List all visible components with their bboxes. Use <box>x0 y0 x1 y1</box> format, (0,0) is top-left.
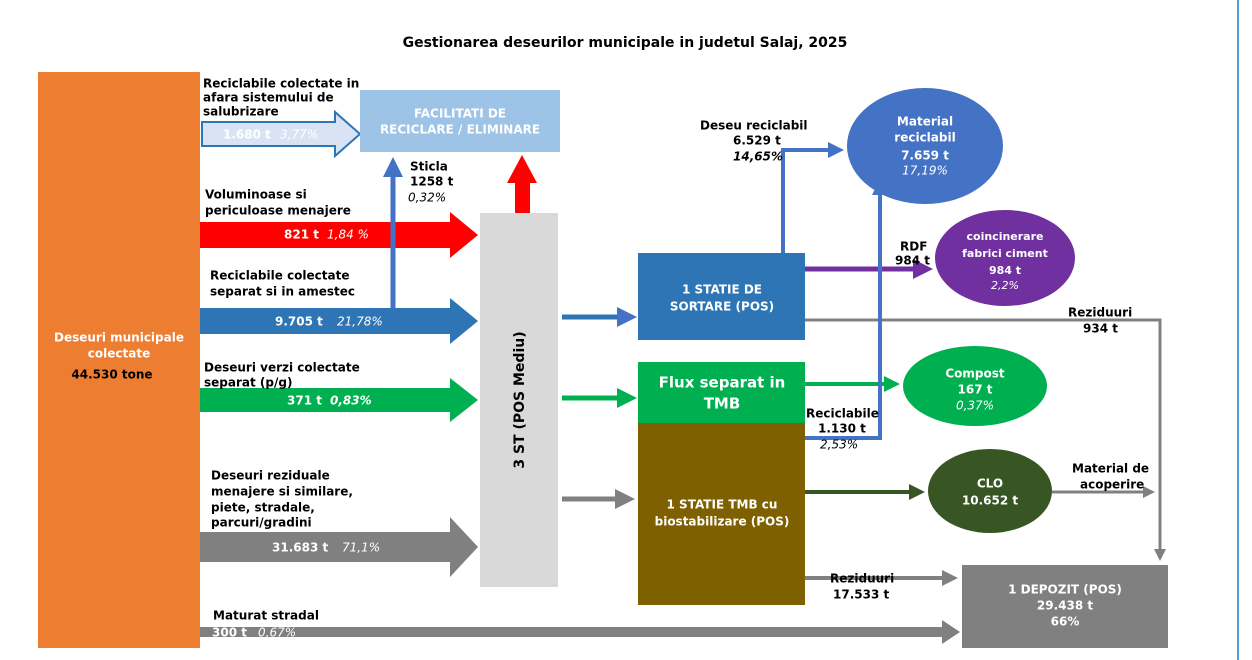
input-arrow <box>200 517 478 577</box>
input-label: afara sistemului de <box>203 91 334 105</box>
input-percent: 71,1% <box>342 541 380 555</box>
flow-label: 934 t <box>1083 322 1118 336</box>
node-label: 0,37% <box>956 399 994 413</box>
node-label: coincinerare <box>967 230 1044 243</box>
input-percent: 3,77% <box>280 128 318 142</box>
input-arrow <box>200 620 960 644</box>
input-label: salubrizare <box>203 105 279 119</box>
flow-label: 17.533 t <box>833 588 889 602</box>
input-label: Maturat stradal <box>213 609 319 623</box>
input-label: parcuri/gradini <box>211 516 312 530</box>
input-label: Reciclabile colectate <box>210 269 350 283</box>
node-label: 984 t <box>989 264 1021 277</box>
landfill-box <box>962 565 1168 648</box>
node-label: 17,19% <box>902 164 948 178</box>
facilities-box <box>360 90 560 152</box>
node-label: 167 t <box>958 383 993 397</box>
node-label: reciclabil <box>894 131 955 145</box>
input-percent: 0,83% <box>330 394 372 408</box>
hazard-arrow <box>507 155 537 213</box>
node-label: TMB <box>704 395 741 413</box>
separate-flow-box <box>638 362 805 423</box>
input-label: piete, stradale, <box>211 501 315 515</box>
node-label: RECICLARE / ELIMINARE <box>380 123 540 137</box>
coincineration-node <box>935 210 1075 306</box>
node-label: Compost <box>945 367 1005 381</box>
input-arrow <box>201 109 362 159</box>
compost-node <box>903 346 1047 426</box>
input-label: menajere si similare, <box>211 485 353 499</box>
node-label: 1 STATIE DE <box>682 283 762 297</box>
flow-label: RDF <box>900 240 927 254</box>
node-label: SORTARE (POS) <box>670 300 774 314</box>
input-arrow <box>200 298 478 344</box>
node-label: 29.438 t <box>1037 599 1093 613</box>
node-label: FACILITATI DE <box>414 107 506 121</box>
input-arrow <box>200 212 478 258</box>
flow-label: Deseu reciclabil <box>700 119 808 133</box>
node-label: 7.659 t <box>901 149 949 163</box>
recyclable-flow <box>805 179 888 440</box>
input-label: Voluminoase si <box>205 188 307 202</box>
node-label: fabrici ciment <box>962 247 1048 260</box>
node-label: biostabilizare (POS) <box>655 515 790 529</box>
input-percent: 1,84 % <box>327 228 369 242</box>
source-label: Deseuri municipale <box>54 331 184 345</box>
residue-flow <box>805 318 1166 561</box>
input-label: separat (p/g) <box>204 376 292 390</box>
flow-label: 1.130 t <box>818 422 866 436</box>
input-amount: 300 t <box>212 626 247 640</box>
sorting-box <box>638 253 805 340</box>
flow-label: Sticla <box>410 160 448 174</box>
input-label: Deseuri reziduale <box>211 469 330 483</box>
input-amount: 371 t <box>287 394 322 408</box>
flow-label: 14,65% <box>733 150 783 164</box>
node-label: Material <box>897 115 953 129</box>
input-amount: 31.683 t <box>272 541 328 555</box>
node-label: Flux separat in <box>659 374 786 392</box>
input-amount: 9.705 t <box>275 315 323 329</box>
flow-label: 6.529 t <box>733 134 781 148</box>
node-label: 66% <box>1051 615 1080 629</box>
input-amount: 1.680 t <box>223 128 271 142</box>
source-label: colectate <box>88 347 150 361</box>
node-label: 1 DEPOZIT (POS) <box>1008 583 1122 597</box>
input-label: periculoase menajere <box>205 204 351 218</box>
node-label: 1 STATIE TMB cu <box>667 498 778 512</box>
node-label: 3 ST (POS Mediu) <box>512 331 528 468</box>
flow-label: Material de <box>1072 462 1149 476</box>
recyclable-flow <box>781 142 844 253</box>
flow-label: 2,53% <box>820 438 858 452</box>
title: Gestionarea deseurilor municipale in jud… <box>403 35 848 51</box>
flow-label: 1258 t <box>410 175 454 189</box>
flow-label: Reziduuri <box>830 572 894 586</box>
flow-label: Reziduuri <box>1068 306 1132 320</box>
node-label: CLO <box>977 477 1003 491</box>
input-amount: 821 t <box>284 228 319 242</box>
input-arrow <box>200 378 478 422</box>
recyclable-node <box>847 88 1003 204</box>
tmb-box <box>638 423 805 605</box>
node-label: 2,2% <box>991 279 1019 292</box>
transfer-box <box>480 213 558 587</box>
source-box <box>38 72 200 648</box>
flow-label: Reciclabile <box>806 407 879 421</box>
input-percent: 0,67% <box>258 626 296 640</box>
flow-label: 984 t <box>895 254 930 268</box>
source-amount: 44.530 tone <box>71 368 152 382</box>
input-label: separat si in amestec <box>210 285 355 299</box>
input-percent: 21,78% <box>337 315 383 329</box>
flow-label: acoperire <box>1080 478 1144 492</box>
clo-node <box>928 449 1052 533</box>
flow-label: 0,32% <box>408 191 446 205</box>
input-label: Deseuri verzi colectate <box>204 361 360 375</box>
input-label: Reciclabile colectate in <box>203 77 359 91</box>
node-label: 10.652 t <box>962 494 1018 508</box>
